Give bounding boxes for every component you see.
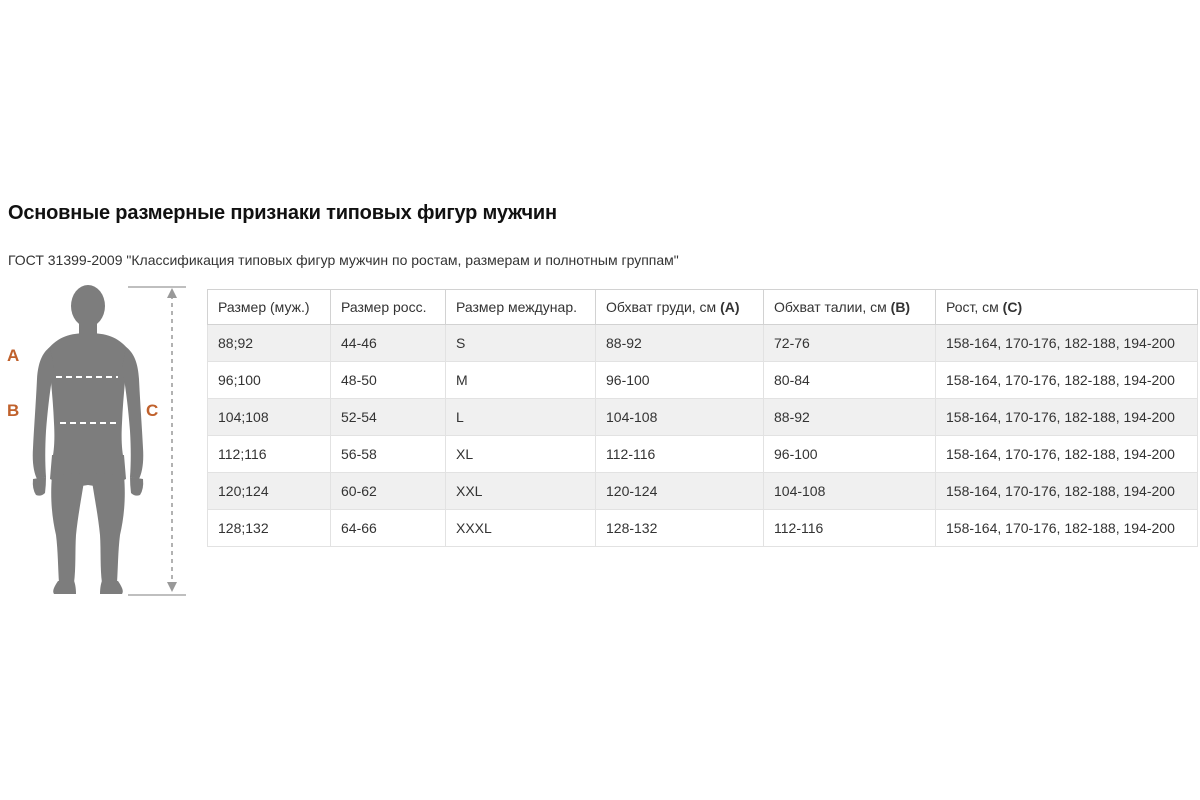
column-header: Размер (муж.) <box>207 289 331 325</box>
height-measure-arrow <box>128 286 186 596</box>
table-cell: 104-108 <box>763 472 936 510</box>
table-cell: 158-164, 170-176, 182-188, 194-200 <box>935 509 1198 547</box>
table-cell: 158-164, 170-176, 182-188, 194-200 <box>935 435 1198 473</box>
table-cell: 158-164, 170-176, 182-188, 194-200 <box>935 361 1198 399</box>
body-measurement-figure: A B C <box>0 283 205 605</box>
table-row: 88;92 44-46 S 88-92 72-76 158-164, 170-176, 1… <box>207 324 1198 362</box>
table-cell: 128;132 <box>207 509 331 547</box>
chest-label-a: A <box>7 346 20 365</box>
table-cell: 128-132 <box>595 509 764 547</box>
table-cell: 56-58 <box>330 435 446 473</box>
table-cell: 158-164, 170-176, 182-188, 194-200 <box>935 324 1198 362</box>
height-label-c: C <box>146 401 159 420</box>
table-row: 104;108 52-54 L 104-108 88-92 158-164, 170-17… <box>207 398 1198 436</box>
table-cell: 120-124 <box>595 472 764 510</box>
male-silhouette <box>32 285 144 594</box>
table-cell: 96-100 <box>595 361 764 399</box>
table-header-row: Размер (муж.) Размер росс. Размер междунар… <box>207 289 1198 325</box>
table-cell: 72-76 <box>763 324 936 362</box>
table-cell: 104;108 <box>207 398 331 436</box>
table-cell: 120;124 <box>207 472 331 510</box>
table-row: 120;124 60-62 XXL 120-124 104-108 158-164, 17… <box>207 472 1198 510</box>
table-cell: 64-66 <box>330 509 446 547</box>
table-cell: 48-50 <box>330 361 446 399</box>
table-cell: XXXL <box>445 509 596 547</box>
page-title: Основные размерные признаки типовых фигу… <box>8 202 557 224</box>
table-cell: S <box>445 324 596 362</box>
table-cell: 88-92 <box>763 398 936 436</box>
table-cell: 80-84 <box>763 361 936 399</box>
table-row: 96;100 48-50 M 96-100 80-84 158-164, 170-176,… <box>207 361 1198 399</box>
table-cell: 112-116 <box>763 509 936 547</box>
table-cell: L <box>445 398 596 436</box>
table-cell: XXL <box>445 472 596 510</box>
table-cell: 96;100 <box>207 361 331 399</box>
column-header: Обхват груди, см (A) <box>595 289 764 325</box>
table-cell: 158-164, 170-176, 182-188, 194-200 <box>935 472 1198 510</box>
table-body: 88;92 44-46 S 88-92 72-76 158-164, 170-176, 1… <box>207 324 1198 547</box>
size-table: Размер (муж.) Размер росс. Размер междунар… <box>207 289 1198 547</box>
male-silhouette-graphic <box>32 285 186 596</box>
waist-label-b: B <box>7 401 20 420</box>
table-cell: 104-108 <box>595 398 764 436</box>
table-row: 112;116 56-58 XL 112-116 96-100 158-164, 170-… <box>207 435 1198 473</box>
table-cell: 112-116 <box>595 435 764 473</box>
table-cell: 88-92 <box>595 324 764 362</box>
column-header: Размер междунар. <box>445 289 596 325</box>
table-cell: 112;116 <box>207 435 331 473</box>
gost-subtitle: ГОСТ 31399-2009 "Классификация типовых ф… <box>8 252 679 268</box>
table-cell: 44-46 <box>330 324 446 362</box>
table-cell: 96-100 <box>763 435 936 473</box>
table-cell: 52-54 <box>330 398 446 436</box>
table-cell: 88;92 <box>207 324 331 362</box>
table-cell: 60-62 <box>330 472 446 510</box>
column-header: Обхват талии, см (B) <box>763 289 936 325</box>
table-cell: M <box>445 361 596 399</box>
table-cell: 158-164, 170-176, 182-188, 194-200 <box>935 398 1198 436</box>
column-header: Размер росс. <box>330 289 446 325</box>
table-cell: XL <box>445 435 596 473</box>
column-header: Рост, см (C) <box>935 289 1198 325</box>
table-row: 128;132 64-66 XXXL 128-132 112-116 158-164, 1… <box>207 509 1198 547</box>
